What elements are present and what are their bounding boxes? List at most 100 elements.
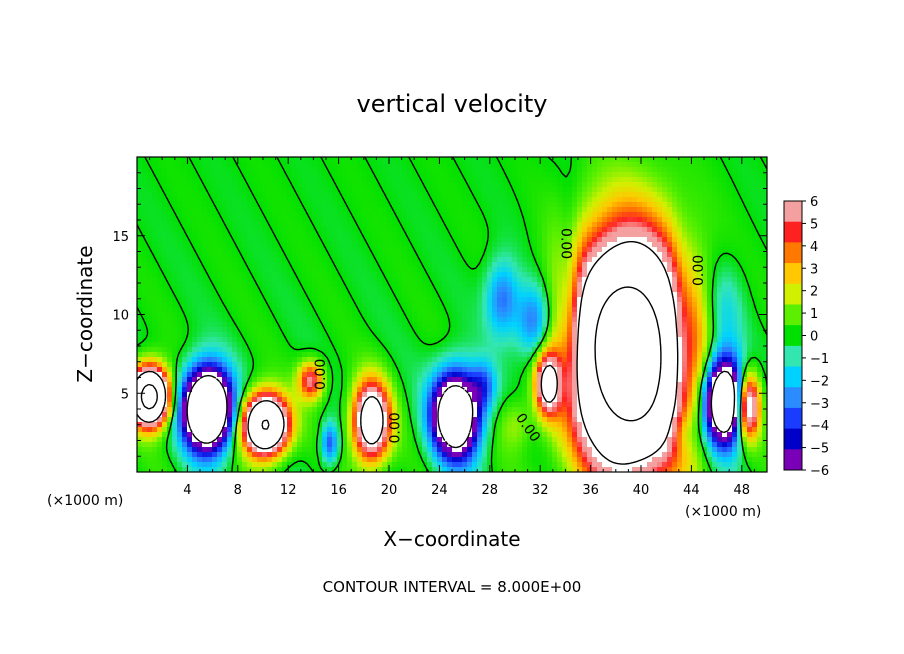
field-cell [592,177,598,183]
field-cell [607,322,613,328]
field-cell [257,202,263,208]
field-cell [512,272,518,278]
field-cell [167,307,173,313]
field-cell [462,227,468,233]
field-cell [222,212,228,218]
field-cell [162,267,168,273]
field-cell [547,297,553,303]
field-cell [332,267,338,273]
field-cell [617,247,623,253]
field-cell [757,222,763,228]
field-cell [602,317,608,323]
field-cell [712,292,718,298]
field-cell [597,172,603,178]
field-cell [187,302,193,308]
field-cell [587,297,593,303]
field-cell [727,277,733,283]
field-cell [692,287,698,293]
field-cell [207,207,213,213]
field-cell [262,182,268,188]
field-cell [257,232,263,238]
field-cell [202,167,208,173]
field-cell [677,342,683,348]
field-cell [497,182,503,188]
field-cell [707,292,713,298]
field-cell [357,307,363,313]
field-cell [582,307,588,313]
field-cell [437,187,443,193]
field-cell [607,262,613,268]
field-cell [652,262,658,268]
field-cell [577,232,583,238]
field-cell [212,337,218,343]
field-cell [462,262,468,268]
field-cell [332,252,338,258]
field-cell [242,172,248,178]
field-cell [432,297,438,303]
field-cell [417,162,423,168]
field-cell [237,272,243,278]
field-cell [437,182,443,188]
field-cell [447,247,453,253]
field-cell [202,172,208,178]
field-cell [247,292,253,298]
field-cell [727,312,733,318]
field-cell [677,252,683,258]
field-cell [232,277,238,283]
field-cell [452,222,458,228]
field-cell [442,317,448,323]
field-cell [587,277,593,283]
field-cell [287,337,293,343]
field-cell [167,222,173,228]
field-cell [462,202,468,208]
field-cell [292,337,298,343]
field-cell [647,162,653,168]
field-cell [142,227,148,233]
field-cell [252,302,258,308]
field-cell [707,227,713,233]
field-cell [382,312,388,318]
field-cell [172,207,178,213]
field-cell [597,167,603,173]
field-cell [382,332,388,338]
field-cell [277,262,283,268]
field-cell [547,227,553,233]
field-cell [592,182,598,188]
field-cell [352,297,358,303]
field-cell [627,267,633,273]
field-cell [687,192,693,198]
field-cell [277,267,283,273]
field-cell [372,202,378,208]
field-cell [462,192,468,198]
field-cell [437,197,443,203]
field-cell [437,162,443,168]
field-cell [177,207,183,213]
field-cell [677,187,683,193]
field-cell [707,187,713,193]
field-cell [227,287,233,293]
field-cell [707,287,713,293]
field-cell [547,302,553,308]
field-cell [142,177,148,183]
field-cell [347,312,353,318]
field-cell [627,292,633,298]
field-cell [702,232,708,238]
field-cell [377,207,383,213]
field-cell [427,347,433,353]
field-cell [447,172,453,178]
field-cell [282,307,288,313]
field-cell [247,342,253,348]
field-cell [387,302,393,308]
field-cell [192,232,198,238]
field-cell [522,352,528,358]
field-cell [592,247,598,253]
field-cell [257,177,263,183]
field-cell [532,162,538,168]
field-cell [537,317,543,323]
field-cell [437,167,443,173]
field-cell [652,307,658,313]
field-cell [147,197,153,203]
field-cell [472,297,478,303]
field-cell [502,257,508,263]
field-cell [262,172,268,178]
